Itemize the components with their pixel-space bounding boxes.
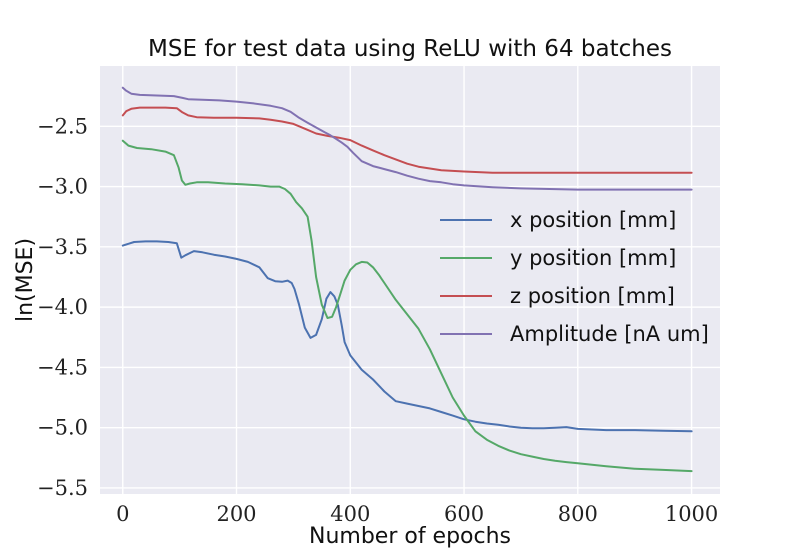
legend-label: x position [mm] xyxy=(510,208,676,232)
grid-lines xyxy=(100,66,720,494)
x-tick-label: 400 xyxy=(330,502,370,526)
legend-label: Amplitude [nA um] xyxy=(510,322,709,346)
y-tick-label: −5.5 xyxy=(37,476,88,500)
x-tick-label: 1000 xyxy=(665,502,718,526)
legend: x position [mm] y position [mm] z position… xyxy=(440,208,709,346)
series-layer xyxy=(121,86,693,473)
y-axis-ticks: −2.5 −3.0 −3.5 −4.0 −4.5 −5.0 −5.5 xyxy=(37,114,88,500)
series-line-3 xyxy=(121,106,693,174)
chart-title: MSE for test data using ReLU with 64 bat… xyxy=(148,36,672,62)
x-axis-label: Number of epochs xyxy=(309,524,511,549)
x-axis-ticks: 0 200 400 600 800 1000 xyxy=(116,502,718,526)
y-tick-label: −4.5 xyxy=(37,355,88,379)
plot-area xyxy=(100,66,720,494)
series-line-2 xyxy=(121,139,693,473)
x-tick-label: 800 xyxy=(558,502,598,526)
y-axis-label: ln(MSE) xyxy=(13,238,38,322)
x-tick-label: 600 xyxy=(444,502,484,526)
y-tick-label: −4.0 xyxy=(37,295,88,319)
y-tick-label: −5.0 xyxy=(37,416,88,440)
y-tick-label: −2.5 xyxy=(37,114,88,138)
y-tick-label: −3.0 xyxy=(37,175,88,199)
x-tick-label: 0 xyxy=(116,502,129,526)
legend-label: z position [mm] xyxy=(510,284,675,308)
x-tick-label: 200 xyxy=(216,502,256,526)
series-line-1 xyxy=(121,240,693,433)
series-line-4 xyxy=(121,86,693,191)
y-tick-label: −3.5 xyxy=(37,235,88,259)
legend-label: y position [mm] xyxy=(510,246,676,270)
